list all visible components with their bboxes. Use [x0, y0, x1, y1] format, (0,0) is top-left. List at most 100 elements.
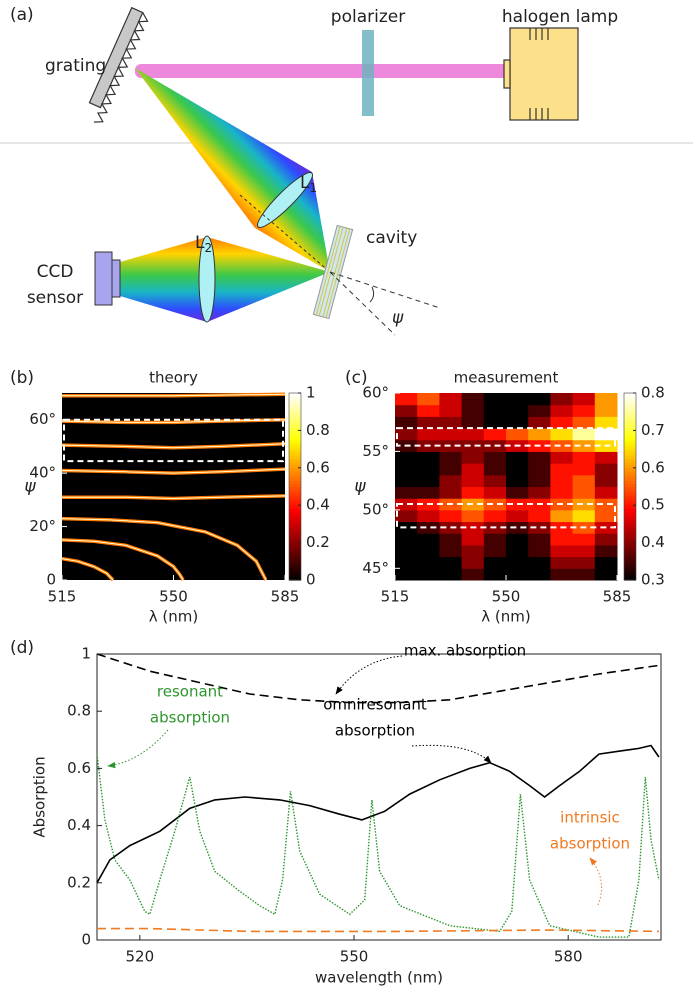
series-annotation: absorption [335, 722, 415, 740]
y-axis-title: ψ [354, 477, 366, 497]
colorbar-tick-label: 0.3 [641, 571, 665, 589]
heatmap-cell [528, 393, 551, 405]
heatmap-cell [439, 533, 462, 545]
y-tick-label: 0 [46, 571, 56, 589]
heatmap-cell [439, 393, 462, 405]
colorbar-tick-label: 0.6 [306, 458, 330, 476]
heatmap-cell [462, 405, 485, 417]
heatmap-cell [550, 475, 573, 487]
heatmap-cell [595, 533, 618, 545]
heatmap-cell [484, 487, 507, 499]
series-annotation: absorption [150, 709, 230, 727]
y-tick-label: 0.8 [67, 702, 91, 720]
lamp [504, 28, 578, 120]
heatmap-cell [417, 463, 440, 475]
y-tick-label: 55° [362, 442, 389, 460]
heatmap-cell [550, 568, 573, 580]
heatmap-cell [528, 405, 551, 417]
x-tick-label: 580 [554, 948, 583, 966]
heatmap-cell [417, 510, 440, 522]
heatmap-cell [395, 451, 418, 463]
colorbar-tick-label: 0.7 [641, 421, 665, 439]
y-tick-label: 0.2 [67, 873, 91, 891]
angle-label: ψ [392, 308, 404, 328]
heatmap-cell [573, 393, 596, 405]
y-tick-label: 1 [81, 645, 91, 663]
heatmap-cell [528, 568, 551, 580]
heatmap-cell [395, 533, 418, 545]
heatmap-cell [595, 405, 618, 417]
angle-arc [370, 287, 374, 302]
heatmap-cell [550, 405, 573, 417]
series-annotation: absorption [550, 835, 630, 853]
x-tick-label: 550 [492, 588, 521, 606]
panel-label: (b) [10, 368, 34, 388]
heatmap-cell [550, 416, 573, 428]
heatmap-cell [595, 393, 618, 405]
heatmap-cell [573, 451, 596, 463]
heatmap-cell [417, 405, 440, 417]
heatmap-cell [573, 405, 596, 417]
figure: (a) grating polarizer hal [0, 0, 693, 992]
x-tick-label: 515 [48, 588, 77, 606]
heatmap-cell [595, 487, 618, 499]
heatmap-cell [484, 416, 507, 428]
lens-label: L1 [300, 173, 317, 195]
heatmap-cell [506, 475, 529, 487]
heatmap-cell [595, 416, 618, 428]
heatmap-cell [573, 568, 596, 580]
grating-label: grating [45, 56, 106, 76]
heatmap-cell [484, 451, 507, 463]
heatmap-cell [550, 487, 573, 499]
heatmap-cell [528, 533, 551, 545]
lens-index: 2 [204, 241, 212, 255]
setup-diagram: (a) grating polarizer hal [0, 5, 693, 335]
heatmap-cell [395, 557, 418, 569]
heatmap-cell [462, 533, 485, 545]
heatmap-cell [439, 557, 462, 569]
heatmap-cell [417, 533, 440, 545]
colorbar-tick-label: 0.4 [641, 533, 665, 551]
annotation-arrow [590, 858, 602, 905]
heatmap-cell [506, 428, 529, 440]
heatmap-cell [506, 557, 529, 569]
heatmap-cell [395, 428, 418, 440]
data-line [97, 929, 659, 932]
heatmap-cell [462, 393, 485, 405]
heatmap-cell [417, 451, 440, 463]
heatmap-cell [395, 568, 418, 580]
heatmap-cell [417, 475, 440, 487]
heatmap-cell [417, 428, 440, 440]
heatmap-cell [550, 451, 573, 463]
heatmap-cell [573, 475, 596, 487]
colorbar-slice [624, 393, 636, 397]
heatmap-cell [395, 393, 418, 405]
heatmap-cell [439, 510, 462, 522]
heatmap-cell [417, 568, 440, 580]
heatmap-cell [439, 475, 462, 487]
heatmap-cell [484, 405, 507, 417]
chart-title: measurement [454, 369, 559, 387]
heatmap-cell [462, 545, 485, 557]
heatmap-cell [439, 451, 462, 463]
heatmap-cell [595, 475, 618, 487]
panel-label: (a) [10, 5, 34, 25]
heatmap-cell [550, 533, 573, 545]
page: (a) grating polarizer hal [0, 0, 693, 992]
polarizer-label: polarizer [331, 7, 405, 27]
colorbar-tick-label: 0.8 [306, 421, 330, 439]
angle-lines [330, 272, 440, 335]
x-axis-title: λ (nm) [481, 608, 530, 626]
heatmap-cell [395, 475, 418, 487]
heatmap-cell [462, 568, 485, 580]
x-tick-label: 585 [271, 588, 300, 606]
chart-title: theory [149, 369, 198, 387]
lens-label: L2 [195, 233, 212, 255]
heatmap-cell [550, 393, 573, 405]
heatmap-cell [550, 428, 573, 440]
y-tick-label: 0.4 [67, 816, 91, 834]
y-tick-label: 0 [81, 931, 91, 949]
heatmap-cell [573, 510, 596, 522]
heatmap-cell [550, 557, 573, 569]
heatmap-cell [462, 510, 485, 522]
